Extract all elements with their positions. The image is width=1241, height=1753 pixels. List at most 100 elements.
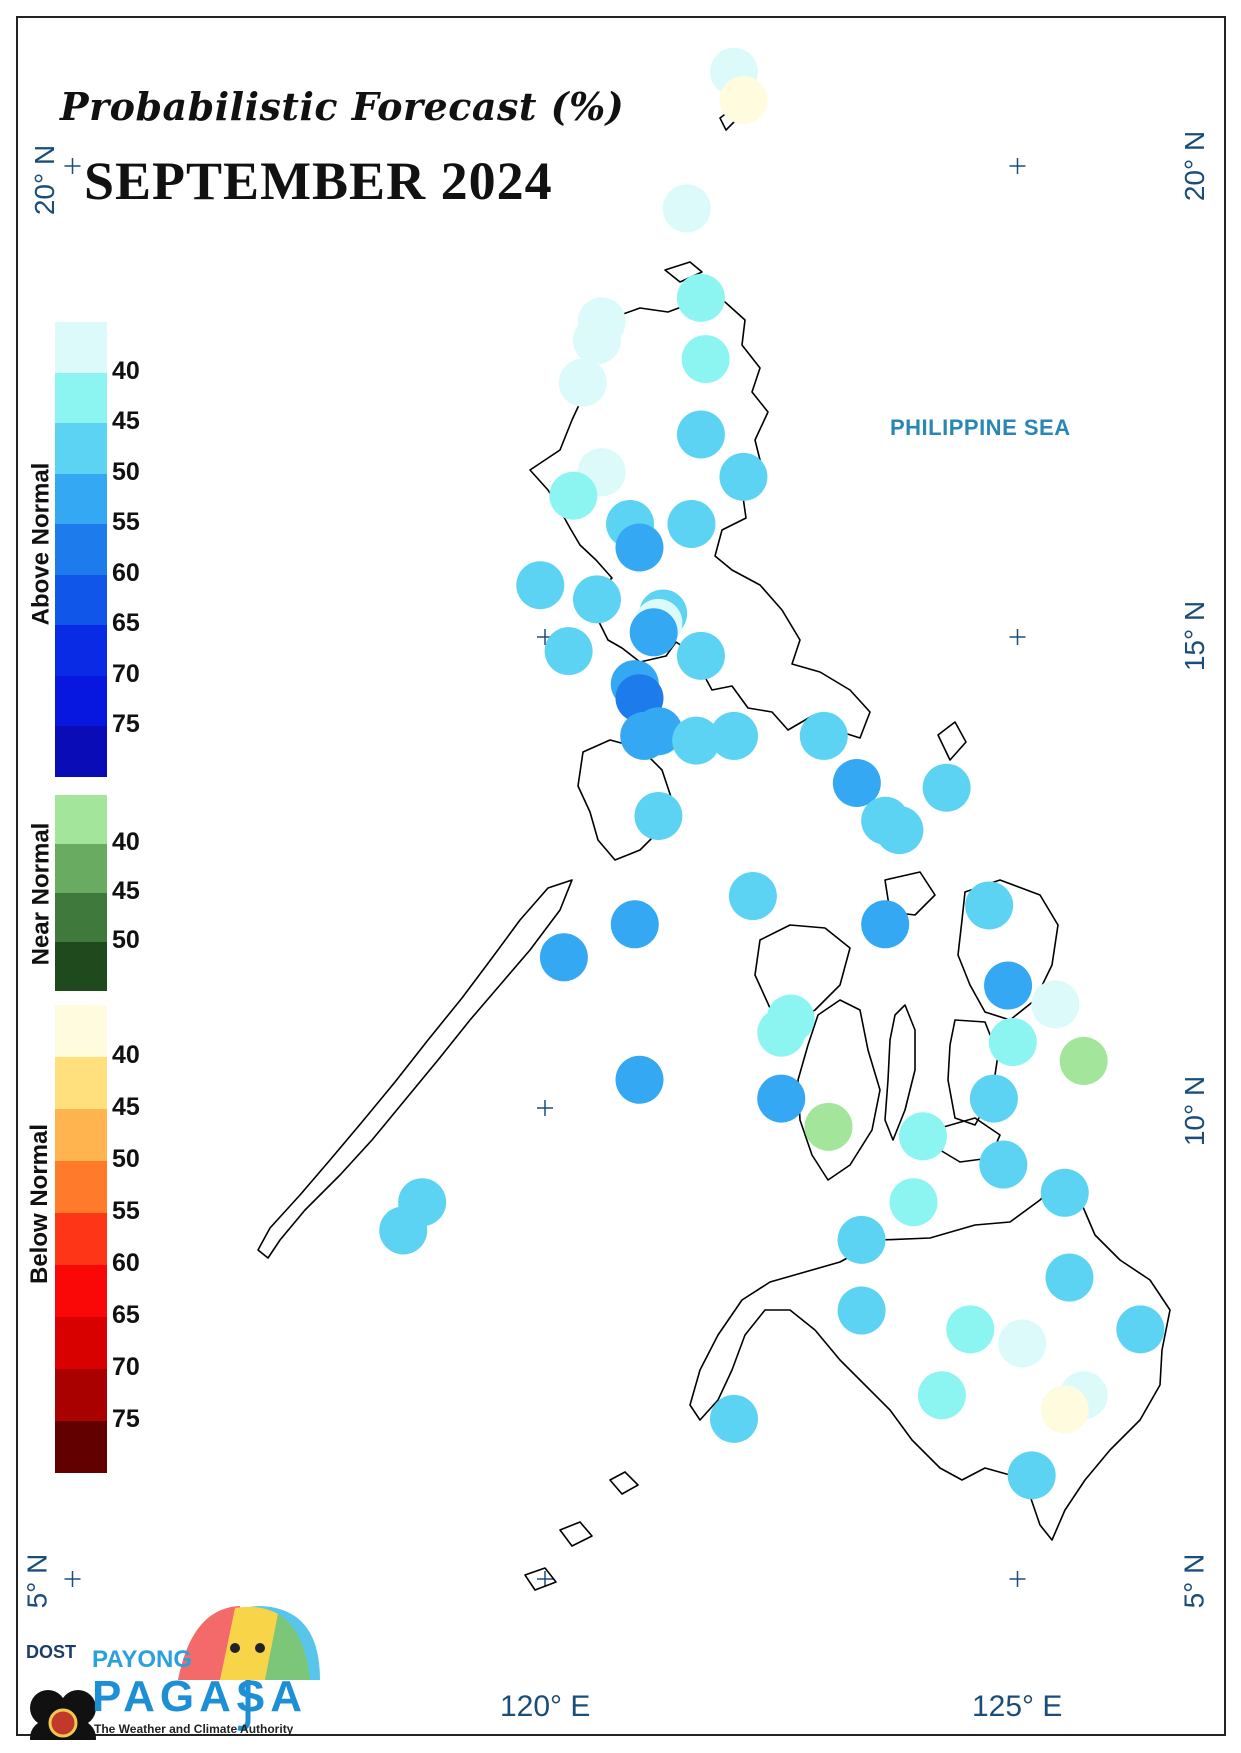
legend-tick-label: 40	[112, 1041, 140, 1069]
coast-luzon	[529, 299, 871, 739]
coast-palawan	[257, 879, 573, 1259]
dost-emblem-icon	[30, 1690, 96, 1740]
coast-negros	[797, 999, 881, 1181]
legend-tick-label: 50	[112, 926, 140, 954]
coast-babuyan	[664, 261, 703, 283]
station-marker	[1040, 1385, 1089, 1434]
station-marker	[710, 711, 758, 760]
legend-swatch	[55, 1005, 107, 1057]
legend-swatch	[55, 372, 107, 423]
legend-swatch	[55, 423, 107, 474]
legend-swatch	[55, 893, 107, 942]
station-marker	[676, 631, 725, 680]
legend-swatch	[55, 1109, 107, 1161]
station-marker	[539, 933, 588, 982]
station-marker	[917, 1371, 966, 1420]
station-marker	[757, 1008, 806, 1057]
coast-panay	[754, 924, 851, 1026]
coast-samar	[957, 879, 1059, 1021]
legend-swatch	[55, 1213, 107, 1265]
legend-title-below: Below Normal	[26, 1123, 54, 1285]
station-marker	[837, 1286, 886, 1335]
station-marker	[757, 1074, 806, 1123]
lat-label-15-right: 15° N	[1179, 600, 1211, 672]
station-marker	[681, 335, 730, 384]
legend-tick-label: 55	[112, 508, 140, 536]
legend-swatch	[55, 1161, 107, 1213]
grid-crosshair	[1009, 1571, 1026, 1587]
coast-sulu-1	[609, 1471, 639, 1495]
logo-dost: DOST	[26, 1642, 77, 1662]
station-marker	[728, 872, 777, 921]
station-marker	[889, 1178, 938, 1227]
philippines-coastline	[257, 111, 1171, 1591]
grid-crosshair	[537, 1100, 553, 1116]
station-marker	[719, 76, 768, 125]
grid-crosshair	[64, 1571, 81, 1587]
legend-swatch	[55, 795, 107, 844]
legend-swatch	[55, 625, 107, 676]
umbrella-logo-icon	[30, 1606, 320, 1740]
station-marker	[984, 961, 1033, 1010]
station-marker	[875, 806, 924, 855]
station-marker	[710, 1394, 758, 1443]
station-marker	[667, 499, 716, 548]
legend-swatch	[55, 574, 107, 625]
legend-tick-label: 55	[112, 1197, 140, 1225]
station-marker	[544, 627, 593, 676]
station-marker	[672, 716, 721, 765]
station-marker	[832, 759, 881, 808]
legend-tick-label: 50	[112, 1145, 140, 1173]
legend-swatch	[55, 1057, 107, 1109]
coast-sulu-2	[559, 1521, 593, 1547]
lat-label-10-right: 10° N	[1179, 1075, 1211, 1147]
legend-swatch	[55, 942, 107, 991]
station-marker	[610, 900, 659, 949]
legend-swatch	[55, 1421, 107, 1473]
station-marker	[837, 1215, 886, 1264]
legend-tick-label: 65	[112, 609, 140, 637]
station-marker	[615, 1055, 664, 1104]
coast-leyte	[947, 1019, 999, 1126]
legend-swatch	[55, 1265, 107, 1317]
coast-sulu-3	[524, 1567, 557, 1591]
logo-tagline: The Weather and Climate Authority	[94, 1722, 294, 1736]
legend-title-above: Above Normal	[27, 462, 55, 626]
station-marker	[549, 471, 598, 520]
grid-crosshair	[537, 1571, 553, 1587]
station-marker	[634, 791, 683, 840]
legend-swatch	[55, 322, 107, 373]
legend-tick-label: 40	[112, 356, 140, 385]
legend-tick-label: 45	[112, 877, 140, 905]
grid-crosshair	[1009, 629, 1026, 645]
logo-payong: PAYONG	[92, 1646, 193, 1673]
pagasa-logo: DOST PAYONG PAGASA The Weather and Clima…	[20, 1590, 320, 1740]
station-marker	[1031, 980, 1080, 1029]
legend-swatch	[55, 844, 107, 893]
station-marker	[558, 358, 607, 407]
map-subtitle: SEPTEMBER 2024	[84, 151, 553, 211]
grid-crosshair	[1009, 158, 1026, 174]
map-frame	[16, 16, 1226, 1736]
station-marker	[1116, 1305, 1165, 1354]
station-marker	[516, 561, 565, 610]
station-marker	[1059, 1036, 1108, 1085]
legend-swatch	[55, 1369, 107, 1421]
station-marker	[662, 184, 711, 233]
coast-cebu	[884, 1004, 916, 1141]
legend-tick-label: 70	[112, 1353, 140, 1381]
station-marker	[965, 881, 1014, 930]
station-marker	[1045, 1253, 1094, 1302]
station-marker	[676, 273, 725, 322]
station-marker	[615, 523, 664, 572]
legend-tick-label: 65	[112, 1301, 140, 1329]
station-marker	[979, 1140, 1028, 1189]
lon-label-120: 120° E	[500, 1690, 591, 1723]
station-marker	[804, 1102, 853, 1151]
station-marker	[799, 711, 848, 760]
sea-label: PHILIPPINE SEA	[890, 415, 1071, 440]
lat-label-20-left: 20° N	[29, 144, 61, 216]
station-marker	[899, 1112, 947, 1161]
legend-tick-label: 60	[112, 558, 140, 587]
